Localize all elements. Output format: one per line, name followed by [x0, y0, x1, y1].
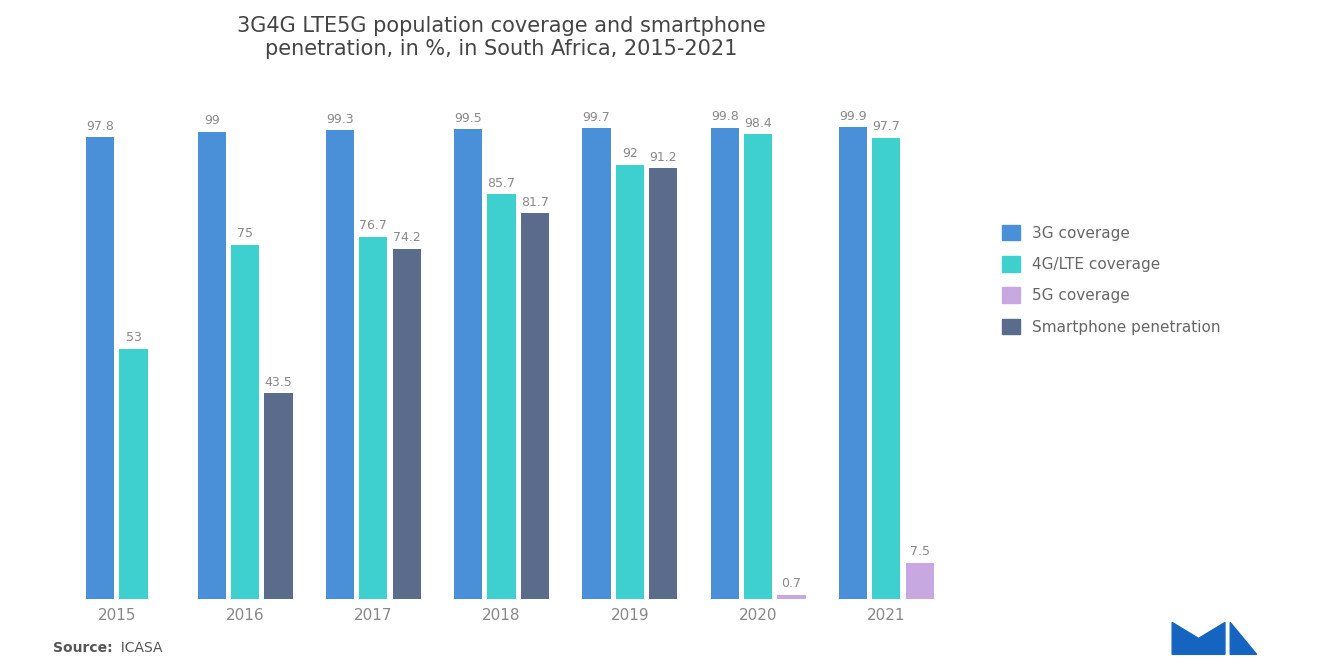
Text: 74.2: 74.2: [393, 231, 421, 244]
Bar: [744, 134, 772, 598]
Bar: [392, 249, 421, 598]
Text: 99.8: 99.8: [711, 110, 739, 123]
Bar: [906, 563, 933, 598]
Text: 99.5: 99.5: [454, 112, 482, 124]
Text: 81.7: 81.7: [521, 196, 549, 209]
Text: 97.7: 97.7: [873, 120, 900, 133]
Text: 76.7: 76.7: [359, 219, 387, 232]
Bar: [120, 348, 148, 598]
Text: 99: 99: [203, 114, 219, 127]
Text: 99.9: 99.9: [840, 110, 867, 123]
Bar: [873, 138, 900, 598]
Text: 91.2: 91.2: [649, 151, 677, 164]
Bar: [582, 128, 611, 598]
Text: 98.4: 98.4: [744, 117, 772, 130]
Bar: [359, 237, 388, 598]
Text: 97.8: 97.8: [86, 120, 115, 132]
Bar: [198, 132, 226, 598]
Text: 92: 92: [622, 147, 638, 160]
Bar: [264, 394, 293, 598]
Text: 43.5: 43.5: [264, 376, 292, 388]
Bar: [487, 194, 516, 598]
Bar: [710, 128, 739, 598]
Bar: [231, 245, 259, 598]
Text: 53: 53: [125, 331, 141, 344]
Text: 99.3: 99.3: [326, 112, 354, 126]
Bar: [838, 128, 867, 598]
Polygon shape: [1172, 622, 1225, 654]
Title: 3G4G LTE5G population coverage and smartphone
penetration, in %, in South Africa: 3G4G LTE5G population coverage and smart…: [238, 15, 766, 59]
Bar: [454, 129, 482, 598]
Legend: 3G coverage, 4G/LTE coverage, 5G coverage, Smartphone penetration: 3G coverage, 4G/LTE coverage, 5G coverag…: [994, 217, 1229, 342]
Text: 7.5: 7.5: [909, 545, 929, 559]
Text: 99.7: 99.7: [582, 110, 610, 124]
Bar: [86, 138, 115, 598]
Polygon shape: [1230, 622, 1257, 654]
Text: 85.7: 85.7: [487, 177, 516, 190]
Text: Source:: Source:: [53, 640, 112, 655]
Bar: [326, 130, 354, 598]
Bar: [521, 213, 549, 598]
Text: 75: 75: [238, 227, 253, 240]
Bar: [649, 168, 677, 598]
Bar: [615, 165, 644, 598]
Text: 0.7: 0.7: [781, 577, 801, 591]
Text: ICASA: ICASA: [112, 640, 162, 655]
Bar: [777, 595, 805, 599]
